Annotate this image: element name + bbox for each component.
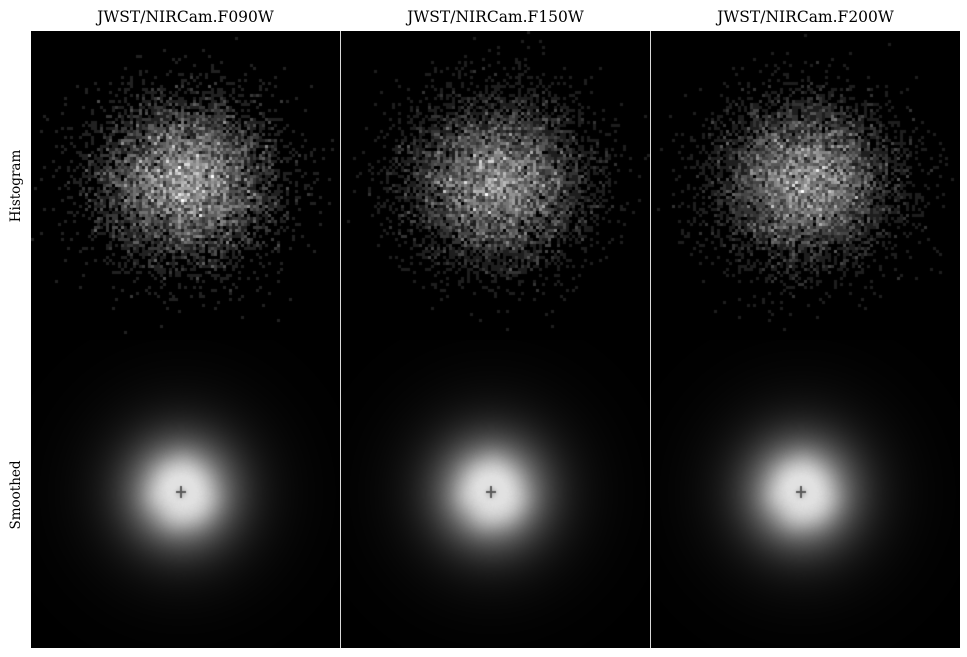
column-title-f150w: JWST/NIRCam.F150W [407, 8, 584, 26]
panel-f200w-histogram [651, 31, 960, 340]
panel-divider-1 [340, 31, 341, 648]
panel-f090w-histogram [31, 31, 340, 340]
panel-f150w-smoothed [341, 340, 650, 648]
column-title-f090w: JWST/NIRCam.F090W [97, 8, 274, 26]
panel-f150w-histogram [341, 31, 650, 340]
row-label-histogram: Histogram [8, 149, 24, 223]
row-label-smoothed: Smoothed [8, 460, 24, 530]
panel-divider-2 [650, 31, 651, 648]
panel-f200w-smoothed [651, 340, 960, 648]
panel-f090w-smoothed [31, 340, 340, 648]
column-title-f200w: JWST/NIRCam.F200W [717, 8, 894, 26]
